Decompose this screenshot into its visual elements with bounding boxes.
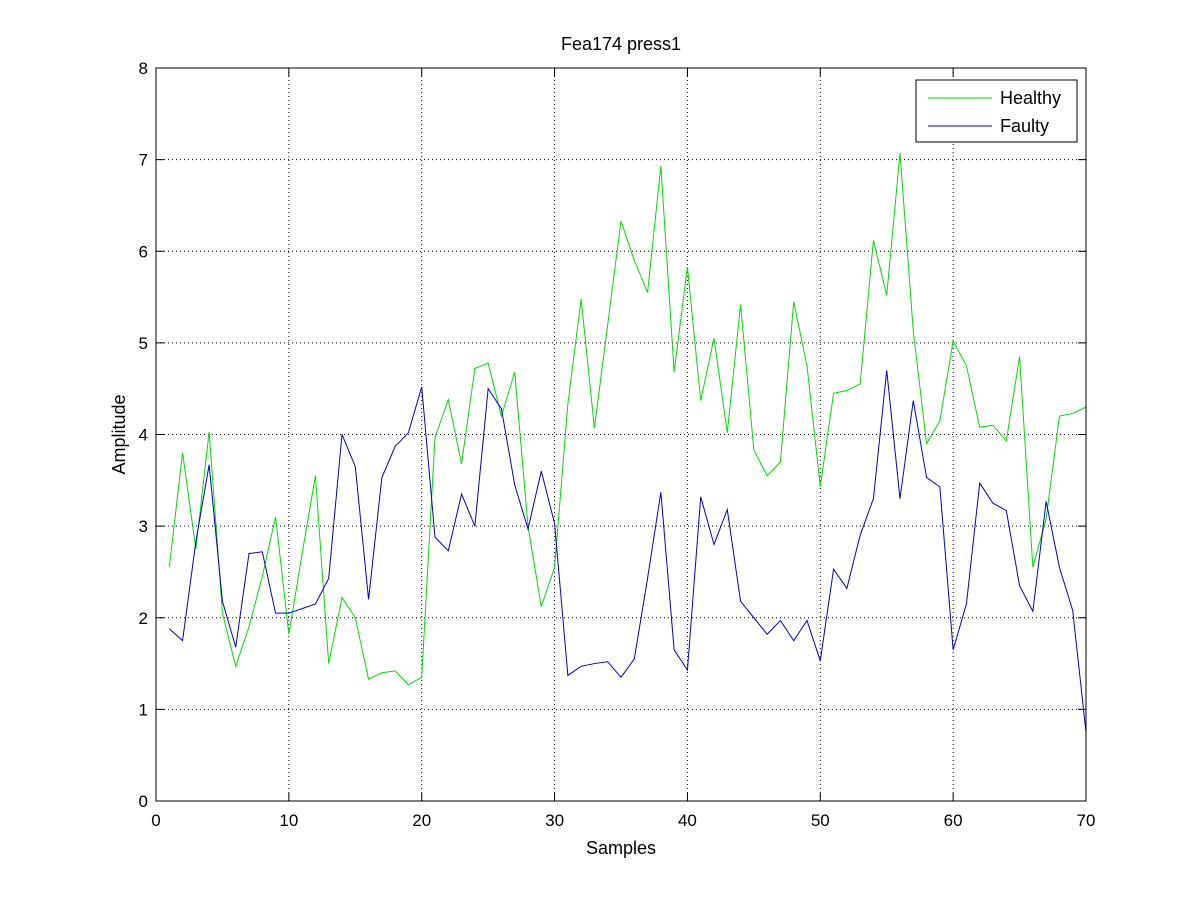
y-tick-label: 5 [139, 334, 148, 353]
y-tick-label: 8 [139, 59, 148, 78]
series-line-healthy [168, 153, 1087, 686]
y-tick-label: 0 [139, 792, 148, 811]
y-tick-label: 7 [139, 151, 148, 170]
y-tick-label: 1 [139, 700, 148, 719]
y-tick-label: 4 [139, 426, 148, 445]
y-axis-label: Amplitude [109, 394, 129, 474]
y-tick-label: 2 [139, 609, 148, 628]
x-tick-label: 30 [545, 811, 564, 830]
legend-box [915, 79, 1078, 143]
legend: Healthy Faulty [915, 79, 1078, 143]
x-tick-label: 0 [151, 811, 160, 830]
x-tick-label: 10 [279, 811, 298, 830]
series-line-faulty [168, 370, 1087, 733]
chart-title: Fea174 press1 [561, 34, 681, 54]
x-tick-label: 70 [1077, 811, 1096, 830]
x-tick-label: 50 [811, 811, 830, 830]
legend-label-faulty: Faulty [1000, 116, 1049, 136]
axis-ticks: 0 10 20 30 40 50 60 70 0 1 2 3 4 5 6 7 8 [139, 59, 1096, 830]
x-tick-label: 40 [678, 811, 697, 830]
x-tick-label: 60 [944, 811, 963, 830]
x-axis-label: Samples [586, 838, 656, 858]
series-layer [168, 153, 1087, 733]
legend-label-healthy: Healthy [1000, 88, 1061, 108]
grid-lines [156, 68, 1086, 801]
x-tick-label: 20 [412, 811, 431, 830]
y-tick-label: 3 [139, 517, 148, 536]
y-tick-label: 6 [139, 242, 148, 261]
